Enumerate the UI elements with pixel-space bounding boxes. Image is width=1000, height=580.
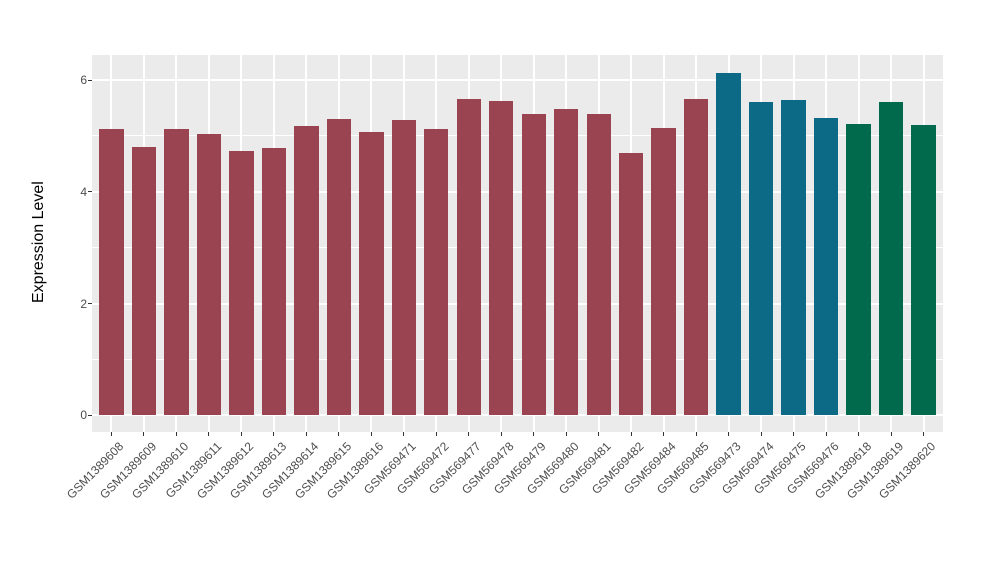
bar bbox=[196, 133, 222, 416]
gridline-major bbox=[92, 79, 943, 82]
x-tick-mark bbox=[175, 432, 177, 436]
x-tick-mark bbox=[923, 432, 924, 436]
x-tick-mark bbox=[858, 432, 860, 436]
bar bbox=[911, 125, 936, 416]
bar bbox=[131, 146, 157, 416]
gridline-minor bbox=[92, 135, 943, 137]
bar bbox=[229, 151, 254, 416]
x-tick-mark bbox=[435, 432, 437, 436]
x-tick-mark bbox=[500, 432, 502, 436]
bar bbox=[456, 99, 481, 416]
x-tick-mark bbox=[598, 432, 600, 436]
y-tick-mark bbox=[88, 79, 92, 81]
y-tick-mark bbox=[88, 191, 92, 193]
bar bbox=[651, 128, 676, 416]
gridline-minor bbox=[92, 247, 943, 249]
bar bbox=[554, 108, 579, 416]
bar bbox=[294, 126, 319, 416]
x-tick-mark bbox=[305, 432, 307, 436]
x-tick-mark bbox=[273, 432, 275, 436]
x-tick-mark bbox=[890, 432, 892, 436]
x-tick-mark bbox=[760, 432, 762, 436]
y-tick-mark bbox=[88, 303, 92, 305]
y-tick-label: 4 bbox=[80, 184, 87, 199]
x-tick-mark bbox=[143, 432, 145, 436]
bar bbox=[489, 101, 514, 416]
bar bbox=[781, 100, 806, 416]
x-tick-mark bbox=[338, 432, 340, 436]
x-tick-mark bbox=[240, 432, 242, 436]
x-tick-mark bbox=[403, 432, 405, 436]
bar bbox=[359, 132, 384, 416]
x-tick-mark bbox=[468, 432, 470, 436]
y-tick-label: 2 bbox=[80, 296, 87, 311]
x-tick-mark bbox=[533, 432, 535, 436]
bar bbox=[683, 98, 709, 416]
x-tick-mark bbox=[695, 432, 697, 436]
bar bbox=[521, 113, 546, 416]
x-tick-mark bbox=[728, 432, 730, 436]
bar bbox=[391, 119, 416, 416]
bar bbox=[326, 118, 352, 416]
x-tick-mark bbox=[793, 432, 795, 436]
bar bbox=[878, 101, 904, 416]
y-tick-mark bbox=[88, 414, 92, 416]
x-tick-mark bbox=[630, 432, 632, 436]
x-tick-mark bbox=[825, 432, 827, 436]
bar bbox=[813, 117, 839, 416]
bar bbox=[619, 152, 644, 416]
y-axis-title: Expression Level bbox=[30, 181, 47, 303]
gridline-major bbox=[92, 302, 943, 305]
bar bbox=[424, 129, 449, 416]
gridline-minor bbox=[92, 358, 943, 360]
gridline-major bbox=[92, 190, 943, 193]
x-tick-mark bbox=[370, 432, 372, 436]
y-tick-label: 6 bbox=[80, 73, 87, 88]
bar bbox=[99, 129, 124, 416]
bar bbox=[748, 102, 774, 416]
gridline-major bbox=[92, 414, 943, 417]
bar bbox=[261, 147, 287, 416]
x-tick-mark bbox=[208, 432, 210, 436]
bar bbox=[846, 123, 871, 416]
bar bbox=[716, 73, 741, 416]
bar bbox=[586, 114, 611, 416]
y-tick-label: 0 bbox=[80, 408, 87, 423]
plot-panel bbox=[92, 55, 943, 432]
x-tick-mark bbox=[663, 432, 665, 436]
bar bbox=[164, 129, 189, 416]
x-tick-mark bbox=[565, 432, 567, 436]
x-tick-mark bbox=[110, 432, 112, 436]
